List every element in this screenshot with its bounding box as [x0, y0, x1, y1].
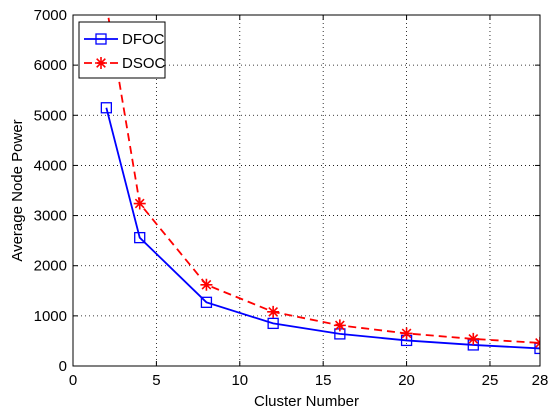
data-point-dsoc: [267, 305, 280, 318]
x-tick-label: 5: [152, 372, 160, 389]
y-tick-label: 3000: [34, 208, 67, 225]
x-tick-label: 25: [482, 372, 499, 389]
y-tick-label: 0: [59, 358, 67, 375]
legend-label-dfoc: DFOC: [122, 31, 165, 48]
data-point-dsoc-shape: [467, 332, 480, 345]
plot-frame: [72, 14, 541, 367]
y-axis-label: Average Node Power: [9, 119, 26, 261]
x-tick-label: 20: [398, 372, 415, 389]
x-axis-label: Cluster Number: [254, 393, 359, 410]
y-tick-label: 2000: [34, 258, 67, 275]
data-point-dsoc: [333, 319, 346, 332]
legend-marker-dfoc: [95, 33, 107, 45]
legend-entry-dfoc: DFOC: [84, 31, 165, 48]
data-point-dsoc-shape: [100, 0, 112, 11]
y-tick-label: 7000: [34, 7, 67, 24]
data-point-dsoc-shape: [133, 197, 146, 210]
data-point-dsoc-shape: [267, 305, 280, 318]
data-point-dfoc: [200, 296, 213, 308]
legend-entry-dsoc: DSOC: [84, 55, 166, 72]
y-tick-label: 1000: [34, 308, 67, 325]
data-point-dsoc-shape: [400, 327, 413, 340]
series-line-dfoc: [105, 107, 540, 350]
data-point-dsoc: [200, 278, 213, 291]
data-point-dsoc: [467, 332, 480, 345]
legend-marker-dsoc-shape: [95, 57, 107, 69]
data-point-dfoc: [267, 317, 279, 330]
data-point-dsoc: [100, 0, 112, 11]
x-tick-label: 0: [69, 372, 77, 389]
data-point-dsoc-shape: [200, 278, 213, 291]
data-point-dsoc: [400, 327, 413, 340]
series-layer: [100, 0, 540, 355]
x-tick-label: 10: [231, 372, 248, 389]
series-dsoc: [100, 0, 540, 349]
axis-ticks: 0 5 10 15 20 25 28 0 1000 2000 3000 4000 5000 6000 700…: [34, 7, 549, 389]
y-tick-label: 5000: [34, 107, 67, 124]
legend: DFOC DSOC: [78, 21, 166, 79]
legend-label-dsoc: DSOC: [122, 55, 166, 72]
data-point-dfoc: [134, 231, 146, 244]
grid-lines: [73, 15, 540, 366]
data-point-dfoc: [100, 102, 113, 114]
legend-box: [78, 21, 166, 79]
data-point-dfoc: [534, 342, 540, 355]
y-tick-label: 4000: [34, 157, 67, 174]
legend-items: DFOC DSOC: [84, 31, 166, 72]
y-tick-label: 6000: [34, 57, 67, 74]
legend-marker-dsoc: [95, 57, 107, 69]
data-point-dsoc-shape: [333, 319, 346, 332]
x-tick-label: 28: [532, 372, 549, 389]
x-tick-label: 15: [315, 372, 332, 389]
data-point-dsoc: [133, 197, 146, 210]
